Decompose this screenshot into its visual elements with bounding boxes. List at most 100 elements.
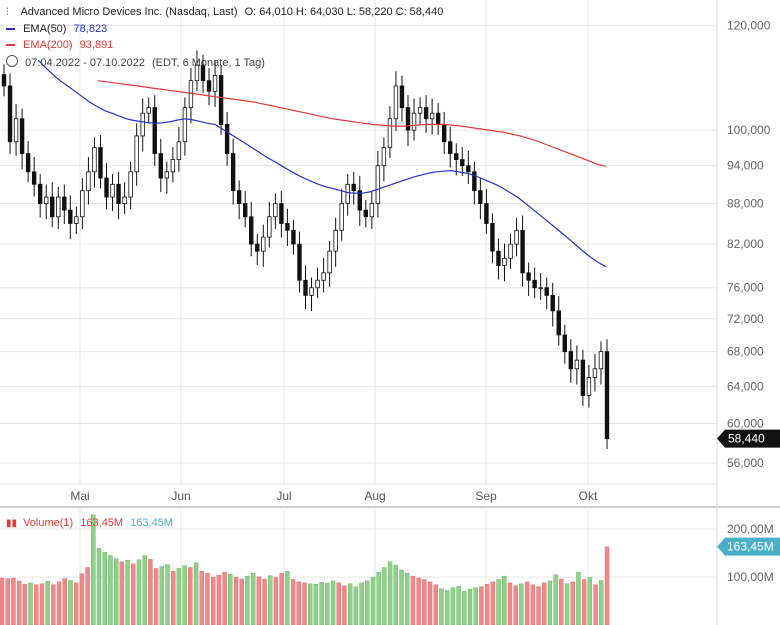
candle-body	[544, 287, 549, 296]
candle	[369, 191, 375, 229]
volume-bar	[564, 583, 570, 625]
candle	[37, 174, 43, 218]
candle-body	[7, 85, 13, 143]
candle	[387, 106, 393, 159]
volume-bar	[456, 585, 461, 625]
candle	[122, 182, 127, 214]
candle	[327, 240, 332, 287]
candle-body	[429, 112, 435, 120]
candle-body	[598, 351, 604, 370]
volume-bar	[593, 584, 598, 625]
candle	[429, 98, 435, 135]
volume-bar	[570, 581, 575, 625]
candle	[224, 111, 230, 166]
candle-body	[592, 368, 598, 378]
month-tick-label: Okt	[579, 489, 598, 503]
candle-body	[50, 196, 55, 218]
volume-bar	[45, 581, 50, 625]
candle-body	[562, 334, 567, 353]
volume-bar	[102, 551, 107, 625]
candle-body	[86, 171, 91, 192]
candle-body	[80, 190, 85, 218]
candle-body	[568, 351, 574, 370]
month-tick-label: Aug	[364, 489, 385, 503]
candle	[454, 143, 459, 176]
candle	[544, 277, 549, 310]
month-tick-label: Sep	[475, 489, 497, 503]
candle	[110, 174, 115, 212]
candle-body	[170, 159, 176, 173]
candle	[170, 147, 176, 183]
volume-bar	[193, 562, 199, 625]
candle	[333, 217, 338, 267]
volume-bar	[176, 568, 182, 625]
candle-body	[92, 147, 97, 173]
volume-legend[interactable]: ▮▮ Volume(1) 163,45M 163,45M	[6, 517, 173, 529]
ema200-line	[97, 80, 607, 167]
candle-body	[255, 243, 260, 252]
candle-body	[261, 236, 266, 252]
candle-body	[435, 112, 441, 125]
volume-bar	[34, 584, 39, 625]
candle	[448, 127, 453, 168]
candle-body	[441, 124, 447, 143]
volume-bar	[587, 577, 593, 625]
candle	[604, 339, 610, 450]
volume-bar	[51, 584, 56, 625]
candle	[74, 206, 79, 234]
candle	[363, 199, 368, 228]
candle-body	[586, 377, 592, 396]
volume-bar	[11, 577, 16, 625]
chart-title-row: ⫶ Advanced Micro Devices Inc. (Nasdaq, L…	[6, 6, 443, 18]
candle-body	[122, 196, 127, 204]
candle-body	[550, 294, 555, 312]
candle	[200, 54, 206, 93]
ema200-legend[interactable]: EMA(200) 93,891	[6, 39, 113, 51]
candle-body	[448, 141, 453, 154]
chart-title: Advanced Micro Devices Inc. (Nasdaq, Las…	[20, 6, 238, 18]
ema50-legend[interactable]: EMA(50) 78,823	[6, 23, 107, 35]
volume-bar	[85, 567, 90, 625]
volume-bar	[433, 584, 438, 625]
last-volume-tag	[717, 537, 780, 556]
candle	[255, 233, 260, 266]
month-tick-label: Jun	[171, 489, 190, 503]
volume-bar	[359, 582, 364, 625]
candle-body	[206, 80, 212, 92]
price-tick-label: 76,000	[727, 281, 764, 295]
candle	[218, 65, 224, 135]
candle-body	[116, 183, 121, 204]
volume-bar	[290, 579, 296, 625]
volume-bar	[108, 555, 113, 625]
ema50-line	[37, 59, 607, 268]
ema50-swatch	[6, 28, 15, 31]
volume-bar	[519, 583, 524, 625]
price-tick-label: 82,000	[727, 237, 764, 251]
candle-body	[556, 310, 561, 336]
candle	[351, 171, 356, 205]
candle-body	[399, 85, 405, 109]
volume-bar	[79, 573, 85, 625]
candle	[472, 161, 477, 205]
candle	[339, 188, 344, 241]
candle	[146, 97, 151, 124]
volume-bars-icon: ▮▮	[6, 518, 18, 529]
candle	[206, 68, 212, 106]
candle	[182, 97, 188, 156]
candle-body	[25, 153, 31, 173]
candle-body	[297, 243, 302, 281]
volume-bar	[153, 568, 159, 625]
candle-body	[357, 190, 362, 211]
candle	[92, 137, 97, 188]
candle	[526, 262, 531, 296]
candle-body	[520, 229, 525, 274]
candle-body	[363, 209, 368, 218]
volume-bar	[125, 560, 130, 625]
volume-bar	[296, 581, 301, 625]
candle-body	[375, 165, 381, 204]
candle	[315, 267, 320, 299]
volume-bar	[405, 573, 410, 625]
volume-bar	[393, 564, 399, 625]
candle-body	[182, 107, 188, 143]
